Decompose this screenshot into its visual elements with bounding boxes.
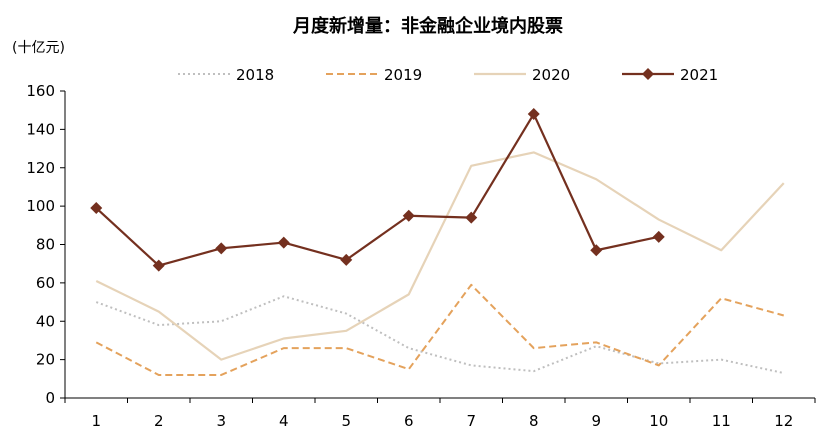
- x-tick-label: 7: [466, 412, 476, 430]
- y-tick-label: 80: [36, 236, 55, 254]
- series-lines: [90, 108, 785, 376]
- data-point-2021: [215, 242, 228, 255]
- x-tick-label: 11: [712, 412, 731, 430]
- y-tick-label: 100: [26, 197, 55, 215]
- series-line-2020: [95, 151, 785, 361]
- y-axis-unit-label: (十亿元): [12, 40, 65, 56]
- x-tick-label: 8: [529, 412, 539, 430]
- x-tick-label: 6: [404, 412, 414, 430]
- series-line-2021: [95, 112, 659, 267]
- y-tick-label: 160: [26, 82, 55, 100]
- legend-label-2018: 2018: [236, 66, 274, 84]
- y-tick-label: 120: [26, 159, 55, 177]
- data-point-2021: [527, 108, 540, 121]
- x-tick-label: 2: [154, 412, 164, 430]
- data-point-2021: [340, 253, 353, 266]
- y-tick-label: 0: [45, 389, 55, 407]
- y-tick-label: 40: [36, 312, 55, 330]
- chart-title: 月度新增量：非金融企业境内股票: [292, 15, 563, 37]
- y-tick-label: 20: [36, 351, 55, 369]
- data-point-2021: [590, 244, 603, 257]
- y-tick-label: 140: [26, 120, 55, 138]
- x-tick-label: 3: [216, 412, 226, 430]
- data-point-2021: [465, 211, 478, 224]
- data-point-2021: [652, 230, 665, 243]
- x-tick-label: 1: [91, 412, 101, 430]
- legend-label-2019: 2019: [384, 66, 422, 84]
- y-tick-label: 60: [36, 274, 55, 292]
- legend-marker-2021: [642, 68, 654, 80]
- data-point-2021: [277, 236, 290, 249]
- x-tick-label: 10: [649, 412, 668, 430]
- legend-label-2021: 2021: [680, 66, 718, 84]
- series-line-2018: [95, 295, 784, 375]
- data-point-2021: [402, 209, 415, 222]
- legend-label-2020: 2020: [532, 66, 570, 84]
- series-line-2019: [95, 283, 785, 376]
- x-tick-label: 4: [279, 412, 289, 430]
- data-point-2021: [90, 202, 103, 215]
- axes: [60, 90, 816, 403]
- legend: 2018 2019 2020 2021: [178, 66, 718, 84]
- x-tick-label: 9: [591, 412, 601, 430]
- x-tick-label: 12: [774, 412, 793, 430]
- data-point-2021: [152, 259, 165, 272]
- x-tick-label: 5: [341, 412, 351, 430]
